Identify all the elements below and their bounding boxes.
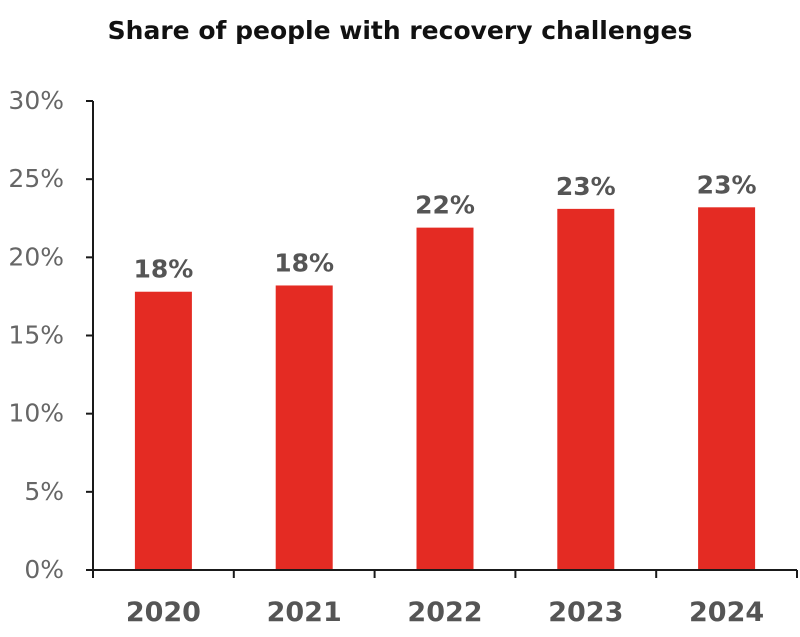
x-tick-label-2020: 2020 — [126, 597, 201, 628]
data-label-2024: 23% — [697, 170, 757, 199]
bar-data-labels: 18% 18% 22% 23% 23% — [133, 170, 756, 283]
bar-2021 — [275, 285, 333, 570]
data-label-2020: 18% — [133, 255, 193, 284]
y-tick-label: 20% — [8, 242, 64, 271]
chart-title: Share of people with recovery challenges — [107, 16, 693, 45]
y-tick-label: 5% — [24, 477, 64, 506]
data-label-2022: 22% — [415, 191, 475, 220]
x-tick-label-2024: 2024 — [689, 597, 764, 628]
y-tick-label: 0% — [24, 555, 64, 584]
x-tick-label-2023: 2023 — [548, 597, 623, 628]
data-label-2021: 18% — [274, 248, 334, 277]
y-tick-label: 25% — [8, 164, 64, 193]
y-tick-label: 30% — [8, 86, 64, 115]
bar-2023 — [557, 208, 615, 570]
x-axis-ticks: 2020 2021 2022 2023 2024 — [92, 570, 798, 628]
bar-2020 — [134, 291, 192, 570]
x-tick-label-2021: 2021 — [267, 597, 342, 628]
bar-2022 — [416, 227, 474, 570]
data-label-2023: 23% — [556, 172, 616, 201]
y-axis-ticks: 0% 5% 10% 15% 20% 25% 30% — [8, 86, 93, 584]
bar-2024 — [698, 207, 756, 570]
y-tick-label: 15% — [8, 321, 64, 350]
x-tick-label-2022: 2022 — [407, 597, 482, 628]
bars — [134, 207, 756, 570]
y-tick-label: 10% — [8, 399, 64, 428]
